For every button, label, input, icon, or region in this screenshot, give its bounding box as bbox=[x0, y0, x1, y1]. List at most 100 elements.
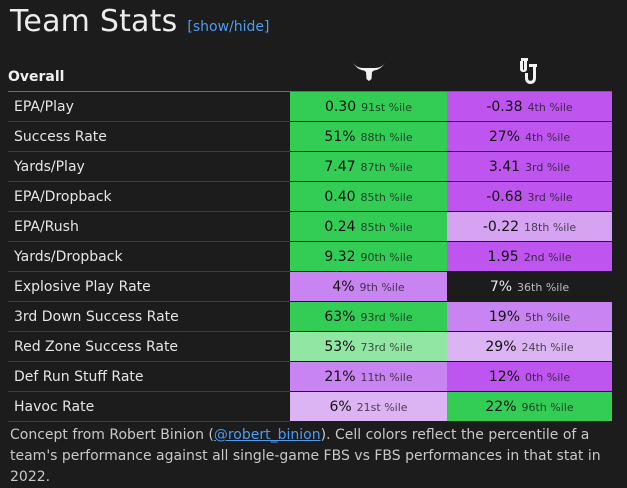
stat-label: Yards/Dropback bbox=[8, 241, 290, 272]
stat-label: 3rd Down Success Rate bbox=[8, 301, 290, 332]
team-b-value-cell: 19% 5th %ile bbox=[447, 301, 612, 332]
stat-value: 1.95 bbox=[487, 248, 519, 265]
team-a-value-cell: 0.30 91st %ile bbox=[290, 91, 447, 122]
table-row: 3rd Down Success Rate 63% 93rd %ile 19% 5th … bbox=[8, 301, 612, 332]
table-row: EPA/Dropback 0.40 85th %ile -0.68 3rd %ile bbox=[8, 181, 612, 212]
title-row: Team Stats [show/hide] bbox=[10, 4, 270, 44]
table-row: Havoc Rate 6% 21st %ile 22% 96th %ile bbox=[8, 391, 612, 422]
stat-value: 0.30 bbox=[324, 98, 357, 115]
stat-value: 3.41 bbox=[488, 158, 521, 175]
stat-value: 4% bbox=[332, 278, 355, 295]
team-b-value-cell: 3.41 3rd %ile bbox=[447, 151, 612, 182]
longhorn-icon bbox=[352, 63, 386, 86]
percentile-value: 93rd %ile bbox=[360, 310, 413, 324]
percentile-value: 18th %ile bbox=[524, 220, 577, 234]
team-b-value-cell: -0.68 3rd %ile bbox=[447, 181, 612, 212]
stat-label: Red Zone Success Rate bbox=[8, 331, 290, 362]
team-b-value-cell: 12% 0th %ile bbox=[447, 361, 612, 392]
percentile-value: 0th %ile bbox=[525, 370, 571, 384]
percentile-value: 36th %ile bbox=[517, 280, 570, 294]
stat-value: 63% bbox=[324, 308, 356, 325]
team-b-value-cell: 27% 4th %ile bbox=[447, 121, 612, 152]
stat-value: 29% bbox=[485, 338, 517, 355]
percentile-value: 24th %ile bbox=[521, 340, 574, 354]
page-title: Team Stats bbox=[10, 4, 178, 39]
ou-icon bbox=[517, 58, 543, 90]
stat-value: 53% bbox=[324, 338, 356, 355]
team-a-value-cell: 7.47 87th %ile bbox=[290, 151, 447, 182]
stat-value: 7% bbox=[489, 278, 513, 295]
team-a-value-cell: 4% 9th %ile bbox=[290, 271, 447, 302]
stat-label: Yards/Play bbox=[8, 151, 290, 182]
author-link[interactable]: @robert_binion bbox=[213, 427, 321, 443]
table-row: Def Run Stuff Rate 21% 11th %ile 12% 0th %il… bbox=[8, 361, 612, 392]
team-b-value-cell: 29% 24th %ile bbox=[447, 331, 612, 362]
table-row: Yards/Dropback 9.32 90th %ile 1.95 2nd %ile bbox=[8, 241, 612, 272]
team-stats-table: Overall EPA/Play 0.30 91st %ile -0.38 4th %i… bbox=[8, 55, 612, 422]
team-b-value-cell: -0.22 18th %ile bbox=[447, 211, 612, 242]
stat-value: 12% bbox=[488, 368, 520, 385]
caption-prefix: Concept from Robert Binion ( bbox=[10, 427, 214, 443]
stat-value: -0.38 bbox=[486, 98, 523, 115]
stat-label: Explosive Play Rate bbox=[8, 271, 290, 302]
team-a-value-cell: 53% 73rd %ile bbox=[290, 331, 447, 362]
team-a-value-cell: 0.24 85th %ile bbox=[290, 211, 447, 242]
percentile-value: 11th %ile bbox=[360, 370, 413, 384]
percentile-value: 5th %ile bbox=[525, 310, 571, 324]
team-b-value-cell: 1.95 2nd %ile bbox=[447, 241, 612, 272]
table-header-row: Overall bbox=[8, 55, 612, 92]
table-row: Yards/Play 7.47 87th %ile 3.41 3rd %ile bbox=[8, 151, 612, 182]
percentile-value: 2nd %ile bbox=[523, 250, 572, 264]
team-a-value-cell: 51% 88th %ile bbox=[290, 121, 447, 152]
show-hide-toggle[interactable]: [show/hide] bbox=[187, 19, 270, 35]
table-row: EPA/Rush 0.24 85th %ile -0.22 18th %ile bbox=[8, 211, 612, 242]
team-b-value-cell: -0.38 4th %ile bbox=[447, 91, 612, 122]
table-row: EPA/Play 0.30 91st %ile -0.38 4th %ile bbox=[8, 91, 612, 122]
stat-value: 22% bbox=[485, 398, 517, 415]
percentile-value: 91st %ile bbox=[361, 100, 413, 114]
team-a-header bbox=[290, 55, 447, 92]
stat-value: 51% bbox=[324, 128, 356, 145]
stat-label: EPA/Play bbox=[8, 91, 290, 122]
caption-suffix: ). Cell colors reflect the percentile of… bbox=[10, 427, 601, 485]
percentile-value: 85th %ile bbox=[360, 190, 413, 204]
percentile-value: 73rd %ile bbox=[360, 340, 413, 354]
stat-value: 9.32 bbox=[324, 248, 356, 265]
stat-value: 7.47 bbox=[324, 158, 356, 175]
stat-value: 27% bbox=[488, 128, 520, 145]
stat-label: Havoc Rate bbox=[8, 391, 290, 422]
percentile-value: 90th %ile bbox=[360, 250, 413, 264]
percentile-value: 87th %ile bbox=[360, 160, 413, 174]
team-b-value-cell: 22% 96th %ile bbox=[447, 391, 612, 422]
percentile-value: 85th %ile bbox=[360, 220, 413, 234]
stat-label: EPA/Rush bbox=[8, 211, 290, 242]
percentile-value: 88th %ile bbox=[360, 130, 413, 144]
stat-value: 0.24 bbox=[324, 218, 356, 235]
stat-value: 19% bbox=[488, 308, 520, 325]
percentile-value: 3rd %ile bbox=[525, 160, 571, 174]
team-b-value-cell: 7% 36th %ile bbox=[447, 271, 612, 302]
percentile-value: 4th %ile bbox=[527, 100, 573, 114]
stat-value: 21% bbox=[324, 368, 356, 385]
stat-value: -0.22 bbox=[482, 218, 520, 235]
stat-label: EPA/Dropback bbox=[8, 181, 290, 212]
percentile-value: 3rd %ile bbox=[527, 190, 573, 204]
team-a-value-cell: 21% 11th %ile bbox=[290, 361, 447, 392]
stat-label: Success Rate bbox=[8, 121, 290, 152]
percentile-value: 9th %ile bbox=[359, 280, 405, 294]
percentile-value: 4th %ile bbox=[525, 130, 571, 144]
stat-value: 0.40 bbox=[324, 188, 356, 205]
team-a-value-cell: 6% 21st %ile bbox=[290, 391, 447, 422]
team-a-value-cell: 0.40 85th %ile bbox=[290, 181, 447, 212]
overall-header: Overall bbox=[8, 55, 290, 92]
table-row: Red Zone Success Rate 53% 73rd %ile 29% 24th… bbox=[8, 331, 612, 362]
percentile-value: 96th %ile bbox=[521, 400, 574, 414]
stat-value: 6% bbox=[329, 398, 352, 415]
team-a-value-cell: 63% 93rd %ile bbox=[290, 301, 447, 332]
stat-label: Def Run Stuff Rate bbox=[8, 361, 290, 392]
stat-value: -0.68 bbox=[486, 188, 523, 205]
team-b-header bbox=[447, 55, 612, 92]
table-row: Explosive Play Rate 4% 9th %ile 7% 36th %ile bbox=[8, 271, 612, 302]
team-a-value-cell: 9.32 90th %ile bbox=[290, 241, 447, 272]
caption: Concept from Robert Binion (@robert_bini… bbox=[10, 425, 610, 488]
